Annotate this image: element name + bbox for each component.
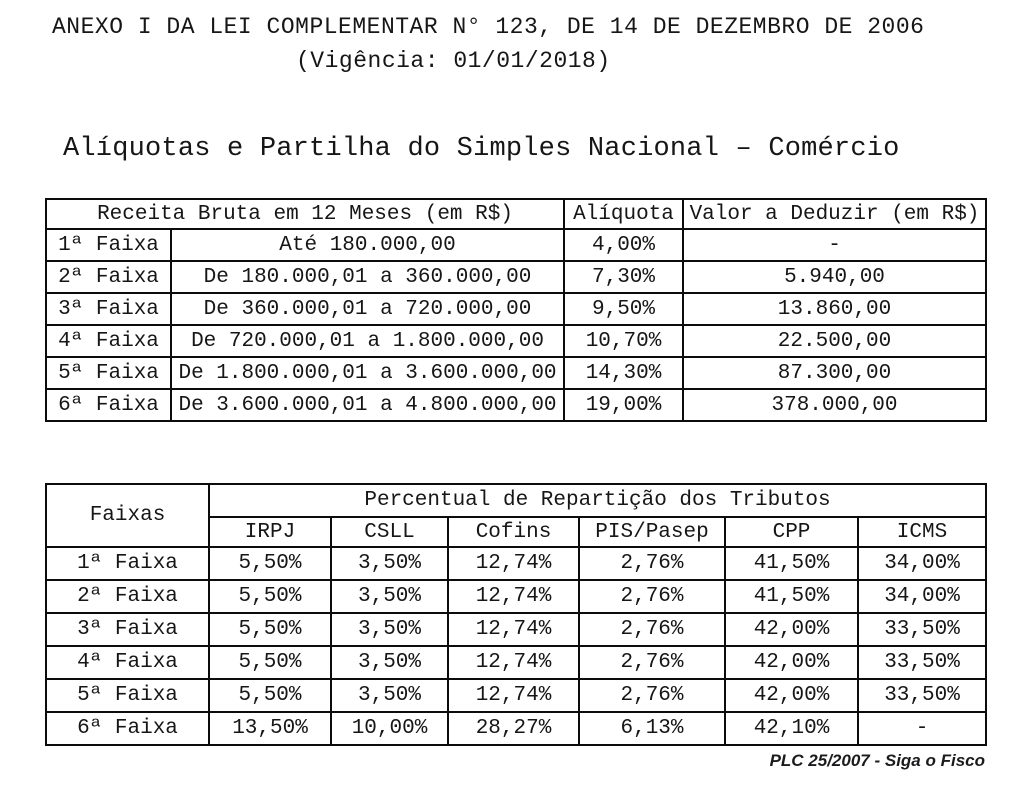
receita-range: De 720.000,01 a 1.800.000,00 bbox=[170, 324, 565, 358]
table-row: 6ª Faixa De 3.600.000,01 a 4.800.000,00 … bbox=[45, 388, 987, 422]
faixa-label: 2ª Faixa bbox=[45, 260, 172, 294]
receita-range: De 3.600.000,01 a 4.800.000,00 bbox=[170, 388, 565, 422]
csll-value: 3,50% bbox=[330, 678, 449, 713]
column-header-faixas: Faixas bbox=[45, 483, 210, 548]
cpp-value: 41,50% bbox=[724, 546, 859, 581]
faixa-label: 1ª Faixa bbox=[45, 546, 210, 581]
table-header-row: Receita Bruta em 12 Meses (em R$) Alíquo… bbox=[45, 198, 987, 230]
icms-value: - bbox=[857, 711, 987, 746]
valor-deduzir-value: 378.000,00 bbox=[682, 388, 987, 422]
document-title-line2: (Vigência: 01/01/2018) bbox=[296, 48, 611, 74]
pis-pasep-value: 2,76% bbox=[578, 546, 726, 581]
icms-value: 34,00% bbox=[857, 546, 987, 581]
aliquota-value: 4,00% bbox=[563, 228, 684, 262]
column-header-icms: ICMS bbox=[857, 516, 987, 548]
irpj-value: 5,50% bbox=[208, 645, 332, 680]
valor-deduzir-value: - bbox=[682, 228, 987, 262]
faixa-label: 5ª Faixa bbox=[45, 678, 210, 713]
table-row: 5ª Faixa De 1.800.000,01 a 3.600.000,00 … bbox=[45, 356, 987, 390]
column-header-irpj: IRPJ bbox=[208, 516, 332, 548]
group-header-percentual: Percentual de Repartição dos Tributos bbox=[208, 483, 987, 518]
table-header-row: Faixas Percentual de Repartição dos Trib… bbox=[45, 483, 987, 548]
pis-pasep-value: 2,76% bbox=[578, 678, 726, 713]
pis-pasep-value: 2,76% bbox=[578, 579, 726, 614]
table-row: 4ª Faixa De 720.000,01 a 1.800.000,00 10… bbox=[45, 324, 987, 358]
cofins-value: 28,27% bbox=[447, 711, 580, 746]
icms-value: 33,50% bbox=[857, 678, 987, 713]
csll-value: 10,00% bbox=[330, 711, 449, 746]
column-header-valor-deduzir: Valor a Deduzir (em R$) bbox=[682, 198, 987, 230]
csll-value: 3,50% bbox=[330, 612, 449, 647]
pis-pasep-value: 2,76% bbox=[578, 612, 726, 647]
faixa-label: 4ª Faixa bbox=[45, 645, 210, 680]
revenue-rate-table: Receita Bruta em 12 Meses (em R$) Alíquo… bbox=[45, 198, 987, 422]
table-subheader-row: IRPJ CSLL Cofins PIS/Pasep CPP ICMS bbox=[46, 516, 987, 548]
table-row: 2ª Faixa De 180.000,01 a 360.000,00 7,30… bbox=[45, 260, 987, 294]
receita-range: De 1.800.000,01 a 3.600.000,00 bbox=[170, 356, 565, 390]
irpj-value: 5,50% bbox=[208, 612, 332, 647]
icms-value: 33,50% bbox=[857, 612, 987, 647]
valor-deduzir-value: 87.300,00 bbox=[682, 356, 987, 390]
faixa-label: 3ª Faixa bbox=[45, 612, 210, 647]
icms-value: 34,00% bbox=[857, 579, 987, 614]
aliquota-value: 7,30% bbox=[563, 260, 684, 294]
table-row: 4ª Faixa 5,50% 3,50% 12,74% 2,76% 42,00%… bbox=[45, 645, 987, 680]
column-header-cofins: Cofins bbox=[447, 516, 580, 548]
pis-pasep-value: 6,13% bbox=[578, 711, 726, 746]
table-row: 6ª Faixa 13,50% 10,00% 28,27% 6,13% 42,1… bbox=[45, 711, 987, 746]
tax-partition-table: Faixas Percentual de Repartição dos Trib… bbox=[45, 483, 987, 746]
irpj-value: 5,50% bbox=[208, 678, 332, 713]
table-row: 5ª Faixa 5,50% 3,50% 12,74% 2,76% 42,00%… bbox=[45, 678, 987, 713]
faixa-label: 1ª Faixa bbox=[45, 228, 172, 262]
faixa-label: 6ª Faixa bbox=[45, 711, 210, 746]
receita-range: De 180.000,01 a 360.000,00 bbox=[170, 260, 565, 294]
pis-pasep-value: 2,76% bbox=[578, 645, 726, 680]
column-header-aliquota: Alíquota bbox=[563, 198, 684, 230]
section-title: Alíquotas e Partilha do Simples Nacional… bbox=[63, 134, 900, 164]
irpj-value: 13,50% bbox=[208, 711, 332, 746]
cofins-value: 12,74% bbox=[447, 678, 580, 713]
faixa-label: 2ª Faixa bbox=[45, 579, 210, 614]
table-row: 3ª Faixa 5,50% 3,50% 12,74% 2,76% 42,00%… bbox=[45, 612, 987, 647]
column-header-pis-pasep: PIS/Pasep bbox=[578, 516, 726, 548]
cpp-value: 42,00% bbox=[724, 678, 859, 713]
column-header-receita-bruta: Receita Bruta em 12 Meses (em R$) bbox=[45, 198, 565, 230]
valor-deduzir-value: 22.500,00 bbox=[682, 324, 987, 358]
valor-deduzir-value: 5.940,00 bbox=[682, 260, 987, 294]
csll-value: 3,50% bbox=[330, 579, 449, 614]
aliquota-value: 14,30% bbox=[563, 356, 684, 390]
icms-value: 33,50% bbox=[857, 645, 987, 680]
table-row: 1ª Faixa 5,50% 3,50% 12,74% 2,76% 41,50%… bbox=[45, 546, 987, 581]
irpj-value: 5,50% bbox=[208, 546, 332, 581]
csll-value: 3,50% bbox=[330, 645, 449, 680]
cpp-value: 42,00% bbox=[724, 645, 859, 680]
cpp-value: 42,10% bbox=[724, 711, 859, 746]
table-row: 2ª Faixa 5,50% 3,50% 12,74% 2,76% 41,50%… bbox=[45, 579, 987, 614]
aliquota-value: 9,50% bbox=[563, 292, 684, 326]
faixa-label: 5ª Faixa bbox=[45, 356, 172, 390]
cofins-value: 12,74% bbox=[447, 612, 580, 647]
faixa-label: 3ª Faixa bbox=[45, 292, 172, 326]
cofins-value: 12,74% bbox=[447, 579, 580, 614]
receita-range: De 360.000,01 a 720.000,00 bbox=[170, 292, 565, 326]
column-header-csll: CSLL bbox=[330, 516, 449, 548]
footer-attribution: PLC 25/2007 - Siga o Fisco bbox=[769, 751, 985, 770]
irpj-value: 5,50% bbox=[208, 579, 332, 614]
document-title-line1: ANEXO I DA LEI COMPLEMENTAR N° 123, DE 1… bbox=[52, 14, 925, 40]
csll-value: 3,50% bbox=[330, 546, 449, 581]
cpp-value: 42,00% bbox=[724, 612, 859, 647]
receita-range: Até 180.000,00 bbox=[170, 228, 565, 262]
cofins-value: 12,74% bbox=[447, 645, 580, 680]
aliquota-value: 10,70% bbox=[563, 324, 684, 358]
table-row: 1ª Faixa Até 180.000,00 4,00% - bbox=[45, 228, 987, 262]
cpp-value: 41,50% bbox=[724, 579, 859, 614]
cofins-value: 12,74% bbox=[447, 546, 580, 581]
aliquota-value: 19,00% bbox=[563, 388, 684, 422]
table-row: 3ª Faixa De 360.000,01 a 720.000,00 9,50… bbox=[45, 292, 987, 326]
valor-deduzir-value: 13.860,00 bbox=[682, 292, 987, 326]
column-header-cpp: CPP bbox=[724, 516, 859, 548]
faixa-label: 4ª Faixa bbox=[45, 324, 172, 358]
faixa-label: 6ª Faixa bbox=[45, 388, 172, 422]
